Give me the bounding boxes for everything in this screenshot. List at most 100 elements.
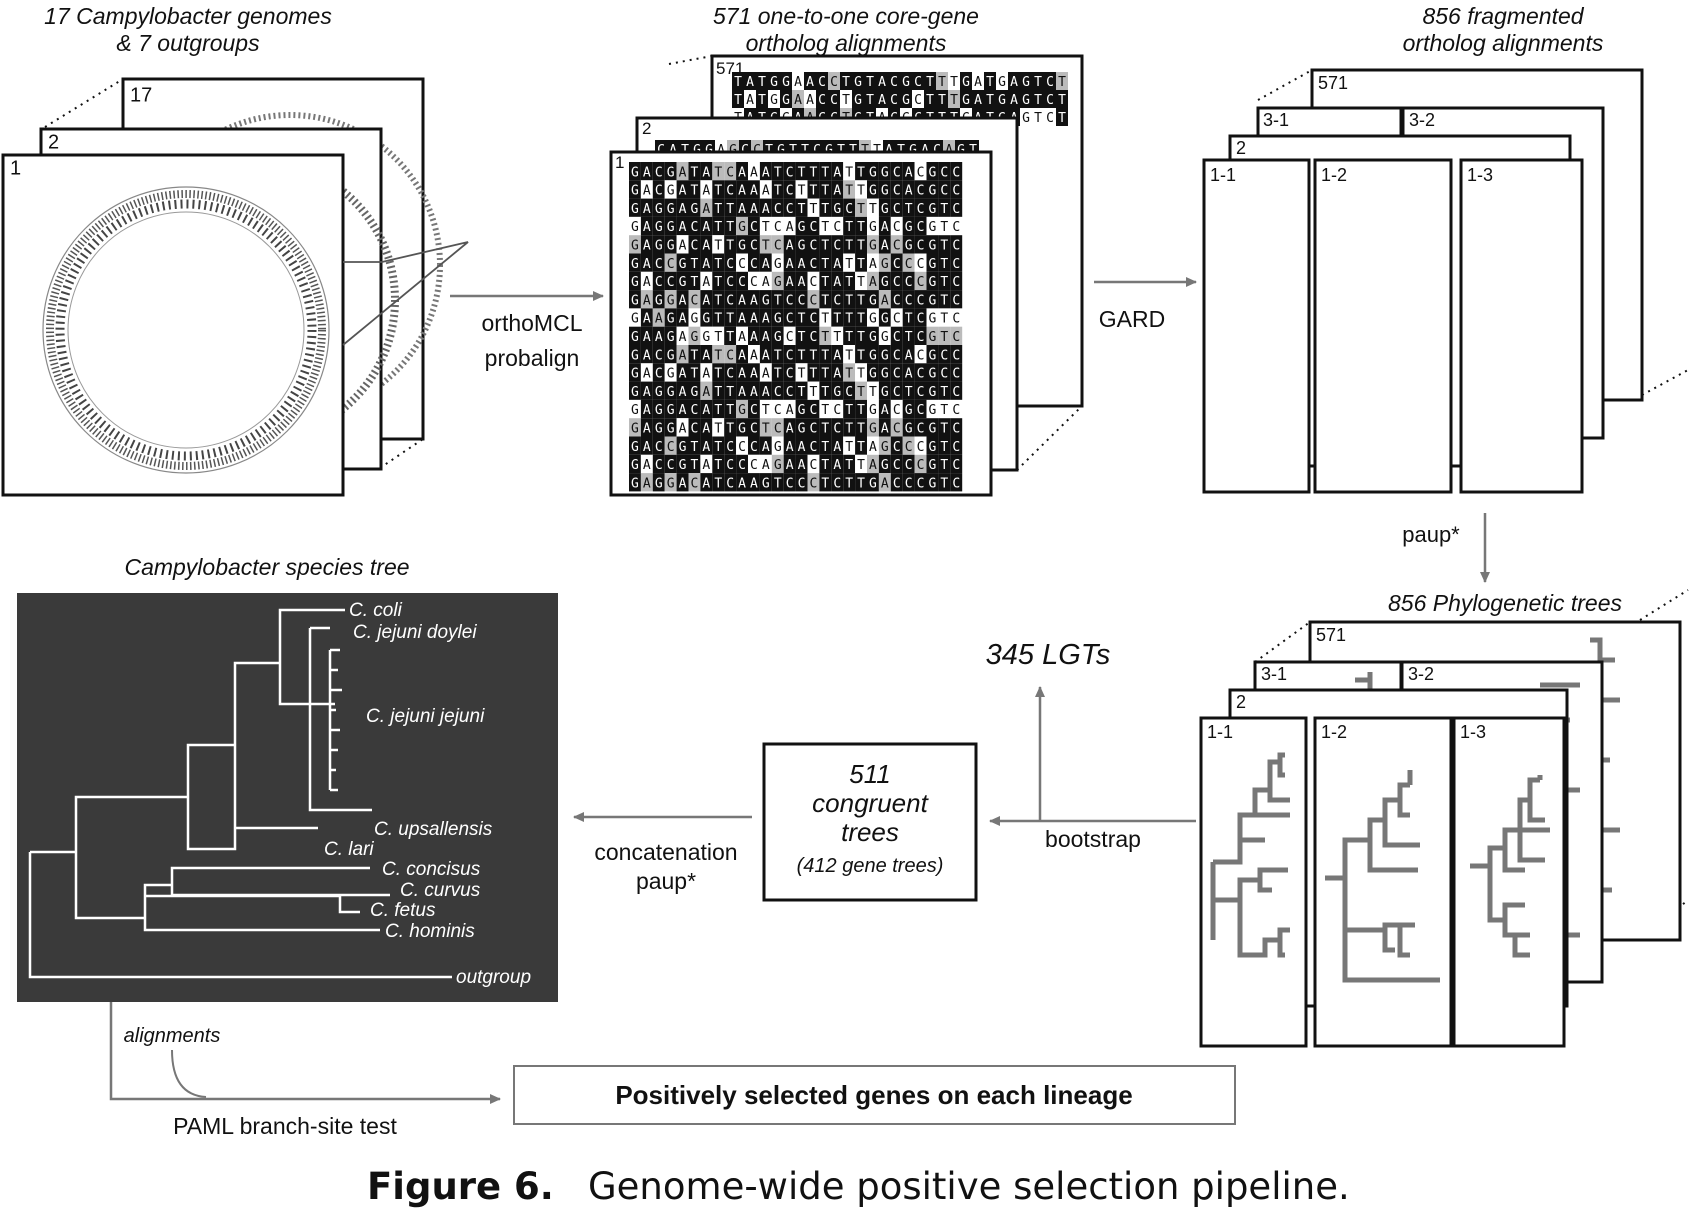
alignment-cell bbox=[936, 90, 948, 108]
tree-card-1-3 bbox=[1452, 716, 1566, 1048]
alignment-base: A bbox=[750, 476, 758, 491]
alignment-base: T bbox=[940, 403, 948, 418]
alignment-base: C bbox=[655, 165, 663, 180]
alignment-cell bbox=[736, 180, 748, 199]
alignment-base: T bbox=[842, 75, 850, 90]
alignment-base: A bbox=[881, 476, 889, 491]
alignment-cell bbox=[1008, 72, 1020, 90]
alignment-cell bbox=[732, 72, 744, 90]
alignment-cell bbox=[688, 290, 701, 309]
alignment-base: C bbox=[738, 257, 746, 272]
alignment-cell bbox=[843, 363, 856, 382]
genome-card-1-number: 1 bbox=[10, 158, 21, 180]
alignment-base: C bbox=[691, 476, 699, 491]
alignment-cell bbox=[843, 326, 856, 345]
alignment-base: G bbox=[631, 257, 639, 272]
alignment-cell bbox=[938, 235, 951, 254]
alignment-base: A bbox=[750, 330, 758, 345]
alignment-cell bbox=[736, 271, 748, 291]
alignment-base: G bbox=[738, 422, 746, 437]
alignment-cell bbox=[732, 90, 744, 108]
alignment-base: C bbox=[726, 257, 734, 272]
alignment-base: G bbox=[905, 422, 913, 437]
alignment-base: G bbox=[962, 93, 970, 108]
alignment-base: A bbox=[679, 476, 687, 491]
alignment-base: G bbox=[929, 257, 937, 272]
alignment-base: A bbox=[750, 165, 758, 180]
alignment-cell bbox=[831, 381, 844, 400]
zoom-funnel bbox=[342, 241, 469, 346]
alignment-base: G bbox=[929, 184, 937, 199]
alignment-base: A bbox=[833, 165, 841, 180]
alignment-cell bbox=[652, 180, 665, 199]
alignment-cell bbox=[878, 326, 891, 345]
alignment-base: T bbox=[845, 220, 853, 235]
alignment-base: G bbox=[667, 385, 675, 400]
alignment-cell bbox=[724, 198, 737, 217]
alignment-base: G bbox=[1022, 111, 1030, 126]
alignment-base: G bbox=[902, 93, 910, 108]
alignment-base: G bbox=[631, 403, 639, 418]
alignment-base: A bbox=[750, 293, 758, 308]
alignment-cell bbox=[876, 72, 888, 90]
alignment-cell bbox=[867, 216, 879, 236]
alignment-cell bbox=[855, 326, 867, 345]
alignment-cell bbox=[950, 436, 963, 455]
alignment-base: G bbox=[655, 422, 663, 437]
alignment-base: A bbox=[878, 93, 886, 108]
alignment-cell bbox=[771, 253, 784, 272]
alignment-base: T bbox=[857, 367, 865, 382]
alignment-base: G bbox=[667, 330, 675, 345]
alignment-base: G bbox=[774, 330, 782, 345]
alignment-cell bbox=[700, 454, 713, 474]
taxon-c-jejuni-doylei: C. jejuni doylei bbox=[353, 622, 477, 643]
alignment-base: G bbox=[691, 385, 699, 400]
alignment-base: T bbox=[726, 330, 734, 345]
alignment-cell bbox=[914, 271, 927, 291]
alignment-base: A bbox=[643, 275, 651, 290]
alignment-cell bbox=[759, 235, 772, 254]
alignment-cell bbox=[1044, 108, 1056, 126]
alignment-base: T bbox=[986, 93, 994, 108]
alignment-base: C bbox=[810, 239, 818, 254]
alignment-base: G bbox=[691, 312, 699, 327]
alignment-cell bbox=[938, 253, 951, 272]
alignment-cell bbox=[807, 271, 820, 291]
alignment-base: C bbox=[914, 93, 922, 108]
probalign-label: probalign bbox=[485, 345, 580, 371]
alignment-base: T bbox=[845, 275, 853, 290]
alignment-cell bbox=[819, 308, 832, 327]
alignment-base: A bbox=[794, 93, 802, 108]
alignment-cell bbox=[759, 345, 772, 364]
alignment-cell bbox=[724, 399, 737, 419]
alignment-cell bbox=[688, 454, 701, 474]
alignment-base: A bbox=[702, 293, 710, 308]
alignment-base: G bbox=[833, 202, 841, 217]
alignment-base: G bbox=[655, 220, 663, 235]
alignments-title-line2: ortholog alignments bbox=[746, 30, 947, 56]
alignment-cell bbox=[712, 399, 725, 419]
alignment-cell bbox=[807, 198, 820, 217]
alignment-cell bbox=[664, 454, 677, 474]
alignment-base: A bbox=[702, 458, 710, 473]
alignment-cell bbox=[688, 216, 701, 236]
alignment-base: G bbox=[774, 275, 782, 290]
alignment-cell bbox=[783, 436, 796, 455]
alignment-base: T bbox=[810, 348, 818, 363]
result-text: Positively selected genes on each lineag… bbox=[615, 1080, 1132, 1110]
alignment-cell bbox=[807, 180, 820, 199]
alignment-base: A bbox=[679, 385, 687, 400]
taxon-c-hominis: C. hominis bbox=[385, 921, 475, 942]
alignment-cell bbox=[938, 162, 951, 181]
alignment-cell bbox=[888, 90, 900, 108]
alignment-cell bbox=[807, 308, 820, 327]
alignment-base: T bbox=[691, 257, 699, 272]
alignment-base: C bbox=[893, 165, 901, 180]
alignment-base: G bbox=[782, 93, 790, 108]
alignment-cell bbox=[878, 308, 891, 327]
alignment-cell bbox=[664, 418, 677, 437]
alignment-cell bbox=[804, 72, 816, 90]
alignment-base: T bbox=[762, 403, 770, 418]
alignment-cell bbox=[926, 253, 939, 272]
